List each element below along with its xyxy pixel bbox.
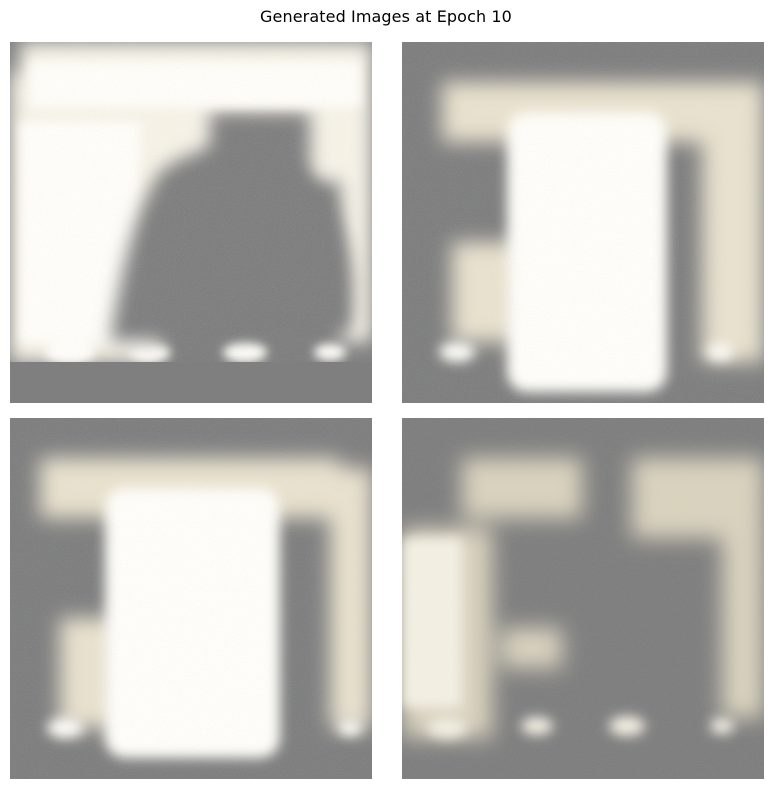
generated-image-3 (10, 418, 372, 779)
generated-image-4-canvas (402, 418, 764, 779)
generated-image-1 (10, 42, 372, 403)
generated-image-3-canvas (10, 418, 372, 779)
generated-image-2 (402, 42, 764, 403)
generated-image-1-canvas (10, 42, 372, 403)
generated-image-2-canvas (402, 42, 764, 403)
generated-image-4 (402, 418, 764, 779)
figure-title: Generated Images at Epoch 10 (260, 7, 512, 26)
